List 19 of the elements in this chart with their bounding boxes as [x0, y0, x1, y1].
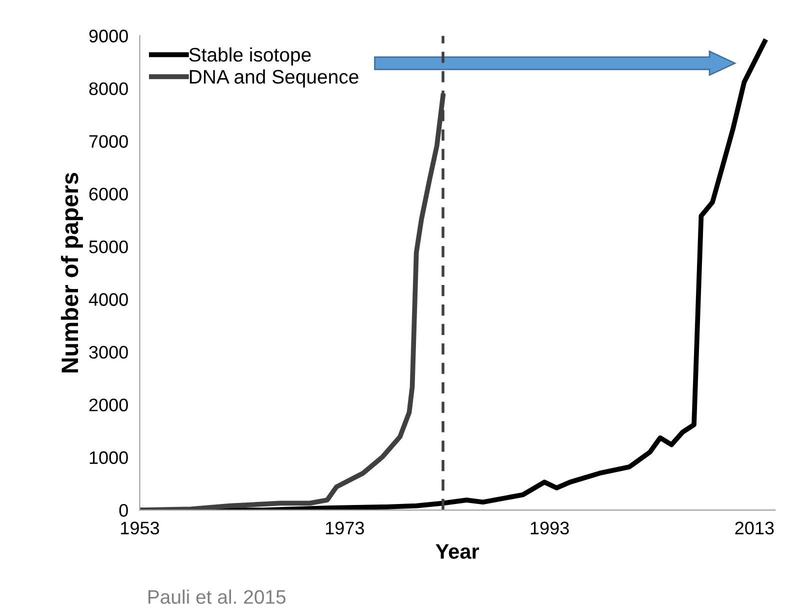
y-tick-label: 9000 [89, 30, 128, 42]
legend-label: Stable isotope [189, 47, 311, 66]
y-axis-title: Number of papers [60, 172, 83, 372]
y-tick-label: 4000 [88, 293, 128, 306]
y-tick-label: 8000 [89, 82, 128, 96]
legend-label: DNA and Sequence [190, 69, 358, 88]
y-tick-label: 6000 [89, 188, 128, 201]
x-tick-label: 1993 [530, 522, 569, 534]
y-tick-label: 7000 [89, 135, 128, 148]
y-tick-label: 5000 [89, 240, 128, 254]
x-tick-label: 2013 [735, 522, 774, 534]
text: Pauli et al. 2015 [148, 590, 286, 604]
y-tick-label: 3000 [89, 346, 128, 359]
x-tick-label: 1953 [121, 522, 160, 534]
x-tick-label: 1973 [326, 522, 364, 534]
x-axis-title: Year [436, 544, 480, 559]
y-tick-label: 2000 [89, 398, 128, 412]
y-tick-label: 1000 [90, 451, 128, 464]
y-tick-label: 0 [119, 504, 128, 517]
